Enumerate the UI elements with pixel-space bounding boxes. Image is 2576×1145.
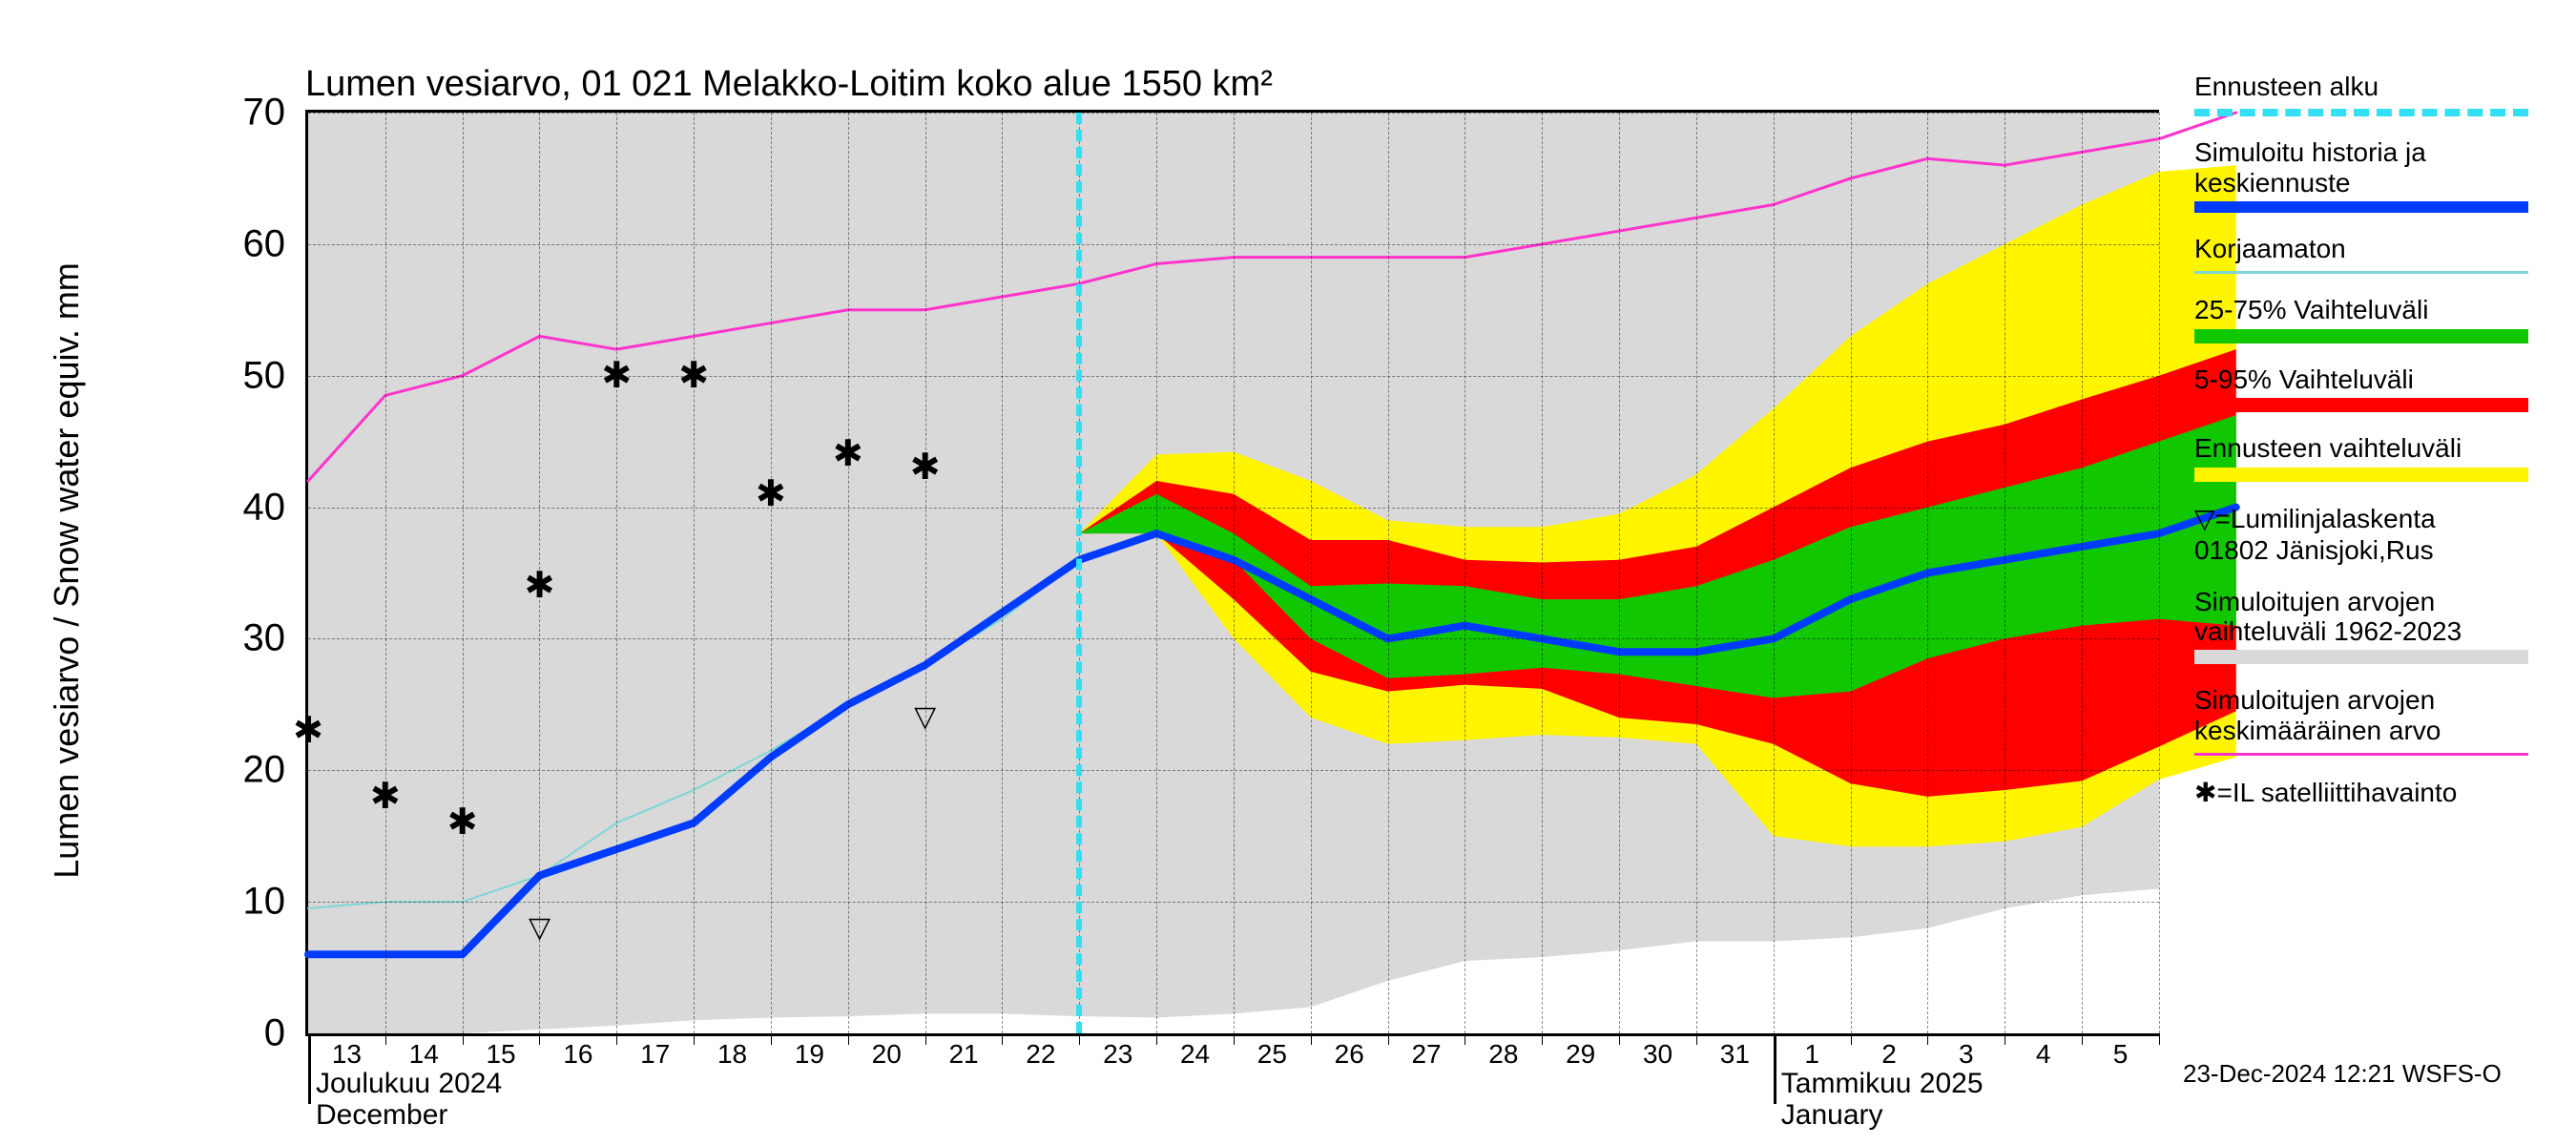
legend-item: 25-75% Vaihteluväli — [2194, 295, 2528, 343]
chart-plot-area: 0102030405060701314151617181920212223242… — [305, 110, 2159, 1036]
legend-label: Simuloitujen arvojen — [2194, 685, 2528, 715]
legend-label: Ennusteen vaihteluväli — [2194, 433, 2528, 463]
legend-item: Ennusteen vaihteluväli — [2194, 433, 2528, 481]
x-tick-label: 28 — [1488, 1033, 1518, 1070]
x-tick-label: 16 — [563, 1033, 592, 1070]
y-axis-label: Lumen vesiarvo / Snow water equiv. mm — [47, 262, 87, 879]
x-tick-label: 21 — [948, 1033, 978, 1070]
x-tick-label: 26 — [1335, 1033, 1364, 1070]
legend-label: Simuloitu historia ja — [2194, 137, 2528, 167]
x-tick-label: 19 — [795, 1033, 824, 1070]
x-tick — [1542, 1033, 1543, 1045]
legend-swatch — [2194, 650, 2528, 664]
x-tick — [925, 1033, 926, 1045]
x-tick — [616, 1033, 617, 1045]
x-tick — [539, 1033, 540, 1045]
legend-label: vaihteluväli 1962-2023 — [2194, 616, 2528, 646]
x-tick-label: 17 — [640, 1033, 670, 1070]
x-tick — [1696, 1033, 1697, 1045]
legend-item: Korjaamaton — [2194, 234, 2528, 274]
legend-item: Simuloitujen arvojenkeskimääräinen arvo — [2194, 685, 2528, 756]
x-tick-label: 4 — [2036, 1033, 2051, 1070]
y-tick-label: 10 — [243, 881, 309, 924]
y-tick-label: 60 — [243, 222, 309, 265]
x-tick — [1619, 1033, 1620, 1045]
month-label: Joulukuu 2024December — [316, 1033, 502, 1131]
legend-item: 5-95% Vaihteluväli — [2194, 364, 2528, 412]
legend-label: 5-95% Vaihteluväli — [2194, 364, 2528, 394]
x-tick — [1388, 1033, 1389, 1045]
x-tick-label: 29 — [1566, 1033, 1595, 1070]
legend-swatch — [2194, 201, 2528, 213]
legend-swatch — [2194, 329, 2528, 344]
x-tick-label: 25 — [1257, 1033, 1287, 1070]
month-label: Tammikuu 2025January — [1781, 1033, 1984, 1131]
y-tick-label: 20 — [243, 749, 309, 792]
legend-swatch — [2194, 468, 2528, 482]
x-tick — [1156, 1033, 1157, 1045]
legend-swatch — [2194, 398, 2528, 412]
chart-svg — [308, 113, 2159, 1033]
legend-item: ▽=Lumilinjalaskenta01802 Jänisjoki,Rus — [2194, 503, 2528, 566]
y-tick-label: 70 — [243, 92, 309, 135]
legend-label: Korjaamaton — [2194, 234, 2528, 263]
chart-wrapper: Lumen vesiarvo, 01 021 Melakko-Loitim ko… — [305, 110, 2159, 1036]
x-tick — [1234, 1033, 1235, 1045]
x-tick — [848, 1033, 849, 1045]
x-tick-label: 27 — [1411, 1033, 1441, 1070]
legend-swatch — [2194, 109, 2528, 116]
x-tick — [694, 1033, 695, 1045]
legend-label: Simuloitujen arvojen — [2194, 587, 2528, 616]
timestamp: 23-Dec-2024 12:21 WSFS-O — [2183, 1059, 2502, 1089]
legend-label: keskiennuste — [2194, 168, 2528, 198]
legend-label: ▽=Lumilinjalaskenta — [2194, 503, 2528, 534]
x-tick — [1311, 1033, 1312, 1045]
x-tick-label: 20 — [872, 1033, 902, 1070]
y-tick-label: 0 — [264, 1012, 308, 1055]
y-tick-label: 40 — [243, 486, 309, 529]
x-tick-label: 18 — [717, 1033, 747, 1070]
legend-item: Simuloitu historia jakeskiennuste — [2194, 137, 2528, 213]
legend-swatch — [2194, 271, 2528, 274]
x-tick — [1002, 1033, 1003, 1045]
x-tick-label: 23 — [1103, 1033, 1132, 1070]
x-tick-label: 24 — [1180, 1033, 1210, 1070]
month-divider — [1774, 1033, 1776, 1104]
legend: Ennusteen alkuSimuloitu historia jakeski… — [2194, 72, 2528, 829]
legend-item: Simuloitujen arvojenvaihteluväli 1962-20… — [2194, 587, 2528, 665]
legend-swatch — [2194, 753, 2528, 756]
x-tick-label: 5 — [2113, 1033, 2129, 1070]
y-tick-label: 30 — [243, 617, 309, 660]
legend-item: Ennusteen alku — [2194, 72, 2528, 116]
legend-item: ✱=IL satelliittihavainto — [2194, 777, 2528, 808]
page-root: Lumen vesiarvo, 01 021 Melakko-Loitim ko… — [0, 0, 2576, 1145]
x-tick-label: 30 — [1643, 1033, 1672, 1070]
month-divider — [308, 1033, 311, 1104]
legend-label: keskimääräinen arvo — [2194, 716, 2528, 745]
x-tick — [2082, 1033, 2083, 1045]
legend-label: ✱=IL satelliittihavainto — [2194, 777, 2528, 808]
y-tick-label: 50 — [243, 354, 309, 397]
x-tick — [771, 1033, 772, 1045]
x-tick — [1079, 1033, 1080, 1045]
legend-label: 25-75% Vaihteluväli — [2194, 295, 2528, 324]
legend-label: 01802 Jänisjoki,Rus — [2194, 534, 2528, 566]
x-tick-label: 22 — [1026, 1033, 1055, 1070]
x-tick — [2159, 1033, 2160, 1045]
chart-title: Lumen vesiarvo, 01 021 Melakko-Loitim ko… — [305, 64, 1273, 105]
x-tick-label: 31 — [1720, 1033, 1750, 1070]
legend-label: Ennusteen alku — [2194, 72, 2528, 101]
